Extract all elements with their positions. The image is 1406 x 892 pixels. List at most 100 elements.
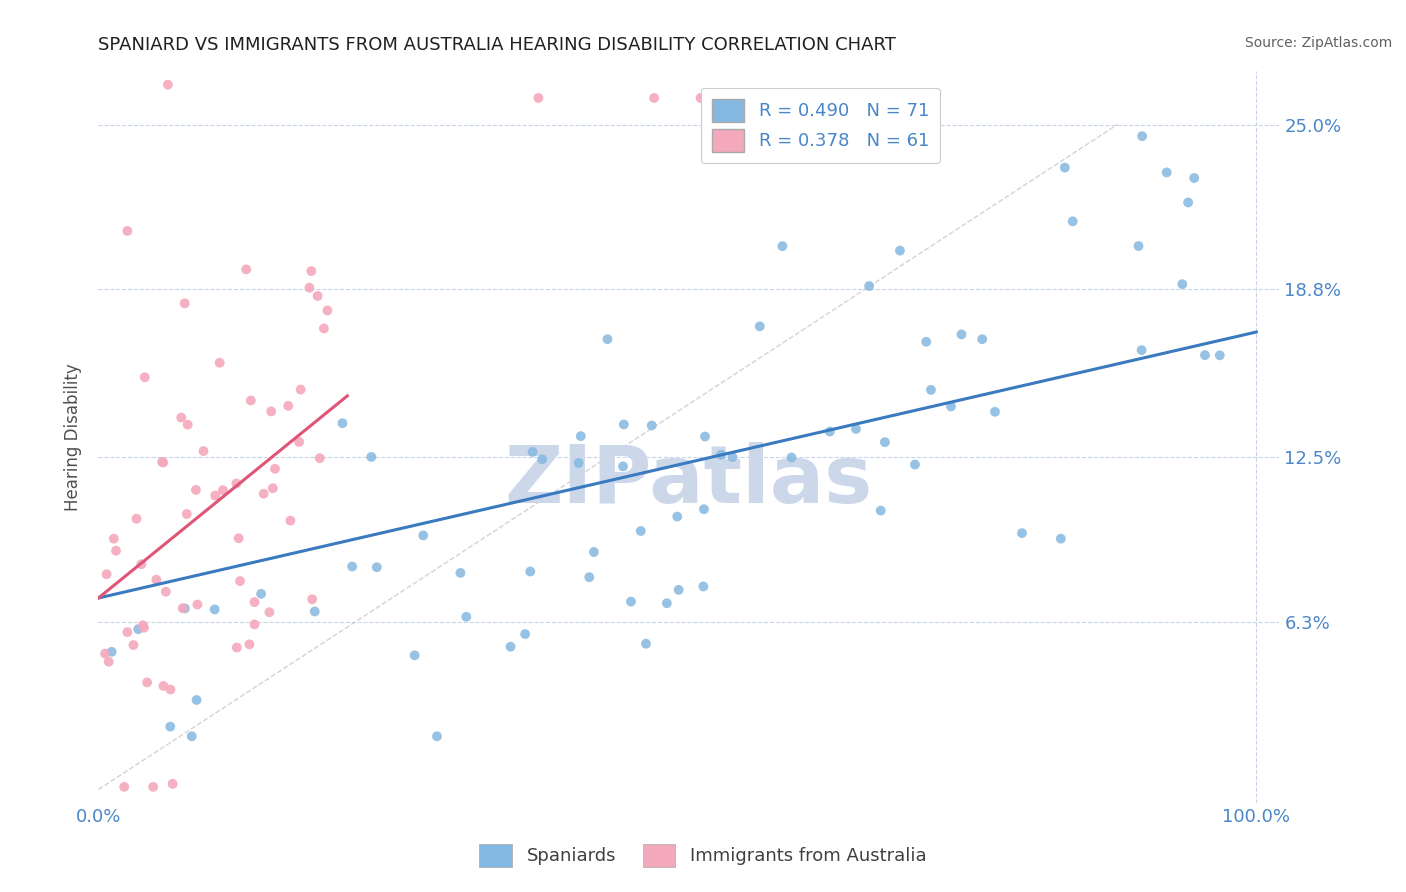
Point — [156, 78, 179, 92]
Point — [1156, 165, 1178, 179]
Point — [127, 622, 149, 636]
Point — [159, 720, 181, 734]
Point — [569, 429, 592, 443]
Point — [239, 393, 262, 408]
Point — [96, 567, 118, 582]
Point — [984, 405, 1007, 419]
Point — [1171, 277, 1194, 292]
Point — [920, 383, 942, 397]
Point — [1128, 239, 1150, 253]
Point — [360, 450, 382, 464]
Point — [568, 456, 591, 470]
Point — [412, 528, 434, 542]
Point — [873, 435, 896, 450]
Point — [316, 303, 339, 318]
Text: Source: ZipAtlas.com: Source: ZipAtlas.com — [1244, 36, 1392, 50]
Point — [145, 573, 167, 587]
Point — [721, 450, 744, 464]
Point — [117, 625, 139, 640]
Point — [97, 655, 120, 669]
Point — [449, 566, 471, 580]
Point — [620, 594, 643, 608]
Point — [125, 512, 148, 526]
Point — [229, 574, 252, 588]
Point — [692, 579, 714, 593]
Point — [519, 565, 541, 579]
Point — [782, 91, 804, 105]
Point — [1130, 129, 1153, 144]
Point — [748, 319, 770, 334]
Point — [208, 356, 231, 370]
Point — [184, 483, 207, 497]
Point — [634, 637, 657, 651]
Point — [693, 502, 716, 516]
Point — [172, 601, 194, 615]
Point — [264, 462, 287, 476]
Point — [522, 445, 544, 459]
Point — [693, 429, 716, 443]
Point — [340, 559, 363, 574]
Point — [225, 640, 247, 655]
Point — [641, 418, 664, 433]
Point — [630, 524, 652, 538]
Point — [134, 370, 156, 384]
Point — [1209, 348, 1232, 362]
Point — [612, 459, 634, 474]
Point — [105, 543, 128, 558]
Point — [1049, 532, 1071, 546]
Point — [299, 264, 322, 278]
Legend: R = 0.490   N = 71, R = 0.378   N = 61: R = 0.490 N = 71, R = 0.378 N = 61 — [700, 87, 939, 163]
Point — [950, 327, 973, 342]
Point — [173, 601, 195, 615]
Point — [770, 239, 793, 253]
Point — [858, 279, 880, 293]
Point — [288, 434, 311, 449]
Point — [915, 334, 938, 349]
Point — [499, 640, 522, 654]
Point — [780, 450, 803, 465]
Point — [159, 682, 181, 697]
Point — [531, 452, 554, 467]
Point — [162, 777, 184, 791]
Point — [404, 648, 426, 663]
Point — [666, 509, 689, 524]
Point — [845, 422, 868, 436]
Y-axis label: Hearing Disability: Hearing Disability — [65, 363, 83, 511]
Point — [710, 448, 733, 462]
Point — [689, 91, 711, 105]
Point — [298, 281, 321, 295]
Point — [366, 560, 388, 574]
Point — [527, 91, 550, 105]
Point — [304, 605, 326, 619]
Point — [235, 262, 257, 277]
Point — [250, 587, 273, 601]
Point — [426, 729, 449, 743]
Point — [818, 425, 841, 439]
Point — [225, 476, 247, 491]
Point — [262, 481, 284, 495]
Point — [170, 410, 193, 425]
Point — [972, 332, 994, 346]
Point — [228, 531, 250, 545]
Point — [132, 621, 155, 635]
Point — [655, 596, 678, 610]
Point — [1182, 171, 1205, 186]
Point — [668, 582, 690, 597]
Point — [301, 592, 323, 607]
Point — [1130, 343, 1153, 358]
Legend: Spaniards, Immigrants from Australia: Spaniards, Immigrants from Australia — [472, 837, 934, 874]
Point — [152, 679, 174, 693]
Point — [132, 618, 155, 632]
Point — [173, 296, 195, 310]
Point — [122, 638, 145, 652]
Point — [578, 570, 600, 584]
Point — [204, 489, 226, 503]
Point — [186, 693, 208, 707]
Point — [186, 598, 208, 612]
Point — [456, 609, 478, 624]
Point — [100, 645, 122, 659]
Point — [332, 416, 354, 430]
Point — [253, 486, 276, 500]
Point — [613, 417, 636, 432]
Point — [307, 289, 329, 303]
